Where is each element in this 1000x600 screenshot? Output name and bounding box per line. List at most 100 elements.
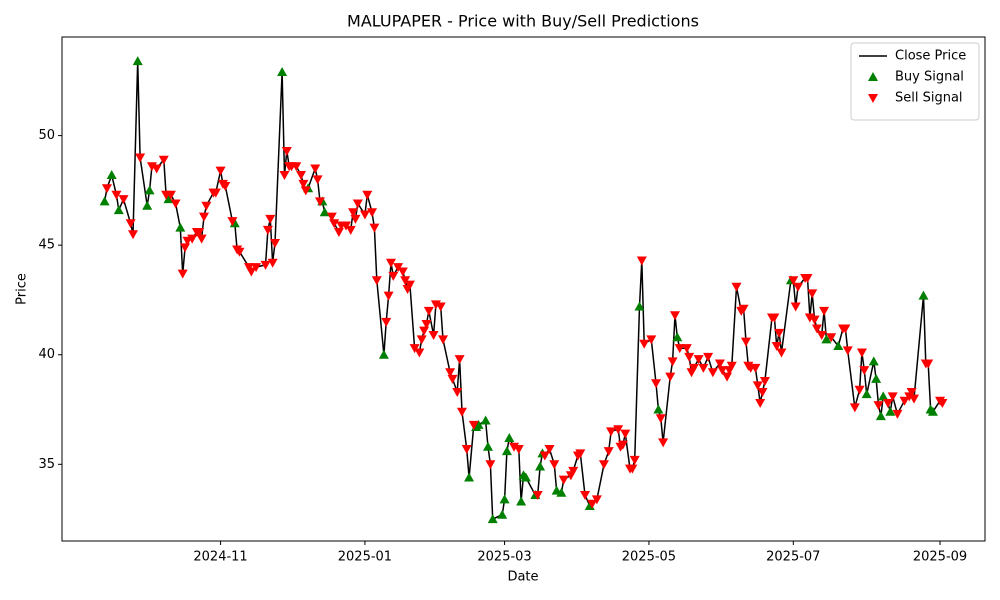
- legend-swatch: [868, 94, 878, 103]
- sell-marker: [549, 460, 560, 470]
- sell-marker: [923, 359, 934, 369]
- sell-marker: [717, 366, 728, 376]
- sell-marker: [438, 335, 449, 345]
- sell-marker: [738, 304, 749, 314]
- sell-marker: [158, 155, 169, 165]
- sell-marker: [381, 317, 392, 327]
- sell-marker: [769, 313, 780, 323]
- buy-marker: [480, 415, 491, 425]
- sell-marker: [703, 352, 714, 362]
- y-tick-label: 50: [38, 128, 55, 143]
- sell-marker: [655, 414, 666, 424]
- sell-marker: [558, 475, 569, 485]
- sell-marker: [603, 447, 614, 457]
- sell-marker: [196, 234, 207, 244]
- sell-marker: [170, 199, 181, 209]
- sell-marker: [421, 320, 432, 330]
- sell-marker: [177, 269, 188, 279]
- sell-marker: [613, 425, 624, 435]
- sell-marker: [790, 302, 801, 312]
- sell-marker: [468, 420, 479, 430]
- sell-marker: [606, 427, 617, 437]
- buy-marker: [861, 389, 872, 399]
- sell-marker: [227, 217, 238, 227]
- sell-marker: [667, 357, 678, 367]
- sell-marker: [279, 171, 290, 181]
- sell-marker: [899, 396, 910, 406]
- sell-marker: [658, 438, 669, 448]
- sell-marker: [811, 324, 822, 334]
- sell-marker: [199, 212, 209, 222]
- sell-marker: [909, 394, 919, 404]
- sell-marker: [750, 363, 761, 373]
- legend-label: Sell Signal: [895, 91, 963, 106]
- buy-marker: [653, 404, 664, 414]
- sell-marker: [646, 335, 657, 345]
- legend-label: Buy Signal: [895, 70, 964, 85]
- sell-marker: [428, 331, 439, 341]
- sell-marker: [752, 381, 763, 391]
- buy-marker: [132, 56, 143, 66]
- sell-marker: [771, 341, 782, 351]
- buy-marker: [464, 472, 475, 482]
- sell-marker: [840, 324, 851, 334]
- sell-marker: [906, 387, 917, 397]
- sell-marker: [532, 490, 543, 500]
- plot-frame: [61, 36, 986, 542]
- sell-marker: [352, 199, 363, 209]
- sell-marker: [887, 392, 898, 402]
- sell-marker: [636, 256, 647, 266]
- sell-marker: [856, 348, 867, 358]
- buy-marker: [672, 332, 683, 342]
- sell-marker: [300, 186, 311, 196]
- buy-marker: [144, 185, 155, 195]
- sell-marker: [580, 490, 591, 500]
- buy-marker: [163, 194, 174, 204]
- sell-marker: [350, 214, 361, 224]
- sell-marker: [423, 306, 434, 316]
- buy-marker: [106, 170, 117, 180]
- sell-marker: [651, 379, 662, 389]
- buy-marker: [927, 406, 938, 416]
- sell-marker: [513, 444, 524, 454]
- sell-marker: [842, 346, 853, 356]
- sell-marker: [165, 190, 176, 200]
- sell-marker: [755, 398, 766, 408]
- buy-marker: [175, 222, 186, 232]
- sell-marker: [757, 387, 768, 397]
- sell-marker: [774, 328, 785, 338]
- sell-marker: [194, 228, 205, 238]
- sell-marker: [367, 208, 378, 218]
- sell-marker: [187, 234, 198, 244]
- sell-marker: [681, 344, 692, 354]
- buy-marker: [142, 200, 153, 210]
- y-tick-label: 40: [38, 347, 55, 362]
- sell-marker: [726, 361, 737, 371]
- sell-marker: [854, 385, 865, 395]
- sell-marker: [369, 223, 380, 233]
- sell-marker: [371, 276, 382, 286]
- sell-marker: [873, 401, 884, 411]
- sell-marker: [291, 162, 302, 172]
- legend-label: Close Price: [895, 49, 966, 64]
- sell-marker: [544, 444, 555, 454]
- x-tick-label: 2025-01: [338, 550, 392, 565]
- sell-marker: [793, 282, 804, 292]
- sell-marker: [246, 267, 257, 277]
- sell-marker: [882, 398, 893, 408]
- buy-marker: [277, 67, 288, 77]
- legend-swatch: [868, 72, 878, 81]
- buy-marker: [871, 373, 882, 383]
- y-tick-label: 45: [38, 238, 55, 253]
- sell-marker: [485, 460, 496, 470]
- sell-marker: [819, 306, 830, 316]
- sell-marker: [298, 179, 309, 189]
- sell-marker: [101, 184, 112, 194]
- sell-marker: [892, 409, 903, 419]
- y-tick-label: 35: [38, 457, 55, 472]
- sell-marker: [740, 337, 751, 347]
- x-tick-label: 2025-03: [477, 550, 531, 565]
- sell-marker: [568, 466, 579, 476]
- buy-marker: [833, 340, 844, 350]
